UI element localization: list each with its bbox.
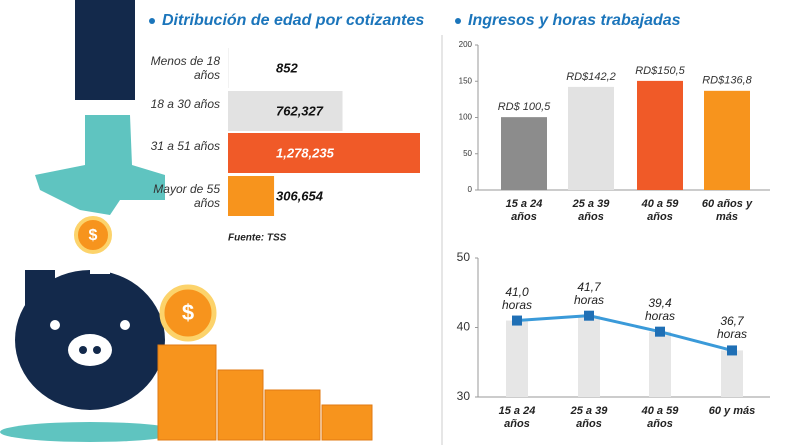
chart-title: Ditribución de edad por cotizantes: [162, 12, 424, 29]
value-label: RD$136,8: [702, 75, 752, 87]
y-tick-label: 100: [459, 113, 473, 122]
chart-title: Ingresos y horas trabajadas: [468, 12, 681, 29]
marker: [727, 345, 737, 356]
value-label: 39,4 horas: [644, 295, 676, 323]
value-label: RD$150,5: [635, 65, 685, 77]
value-label: 306,654: [276, 188, 324, 203]
marker: [584, 310, 594, 321]
value-label: 36,7 horas: [716, 314, 748, 342]
category-label: Menos de 18 años: [150, 54, 220, 82]
category-label: Mayor de 55 años: [153, 182, 220, 210]
x-tick-label: 40 a 59 años: [641, 198, 679, 223]
line: [516, 314, 733, 352]
bullet: [149, 18, 155, 24]
value-column: [721, 350, 743, 397]
value-label: 1,278,235: [276, 145, 335, 160]
y-tick-label: 150: [459, 76, 473, 85]
bar: [637, 80, 683, 190]
value-label: 852: [276, 60, 298, 75]
bar: [704, 90, 750, 190]
y-tick-label: 0: [468, 185, 473, 194]
value-label: RD$142,2: [566, 71, 616, 83]
x-tick-label: 60 y más: [708, 405, 756, 417]
bar: [228, 91, 343, 131]
value-column: [649, 331, 671, 397]
value-label: 41,7 horas: [573, 279, 605, 307]
y-tick-label: 200: [459, 40, 473, 49]
y-tick-label: 40: [457, 320, 471, 334]
source-note: Fuente: TSS: [228, 233, 287, 244]
x-tick-label: 60 años y más: [701, 198, 753, 223]
bar: [228, 176, 275, 216]
x-tick-label: 25 a 39 años: [570, 405, 608, 430]
value-label: 41,0 horas: [501, 284, 533, 312]
marker: [655, 326, 665, 337]
bar: [228, 133, 420, 173]
marker: [512, 315, 522, 326]
value-column: [506, 320, 528, 397]
y-tick-label: 50: [457, 250, 471, 264]
svg-text:$: $: [89, 227, 98, 244]
category-label: 18 a 30 años: [150, 97, 220, 111]
bar: [501, 117, 547, 190]
x-tick-label: 15 a 24 años: [505, 198, 543, 223]
value-label: 762,327: [276, 103, 324, 118]
x-tick-label: 25 a 39 años: [572, 198, 610, 223]
x-tick-label: 15 a 24 años: [498, 405, 536, 430]
y-tick-label: 50: [463, 149, 472, 158]
category-label: 31 a 51 años: [150, 139, 220, 153]
bullet: [455, 18, 461, 24]
y-tick-label: 30: [457, 389, 471, 403]
svg-text:$: $: [182, 300, 194, 325]
value-column: [578, 315, 600, 397]
bar: [568, 86, 614, 190]
value-label: RD$ 100,5: [498, 101, 551, 113]
x-tick-label: 40 a 59 años: [641, 405, 679, 430]
